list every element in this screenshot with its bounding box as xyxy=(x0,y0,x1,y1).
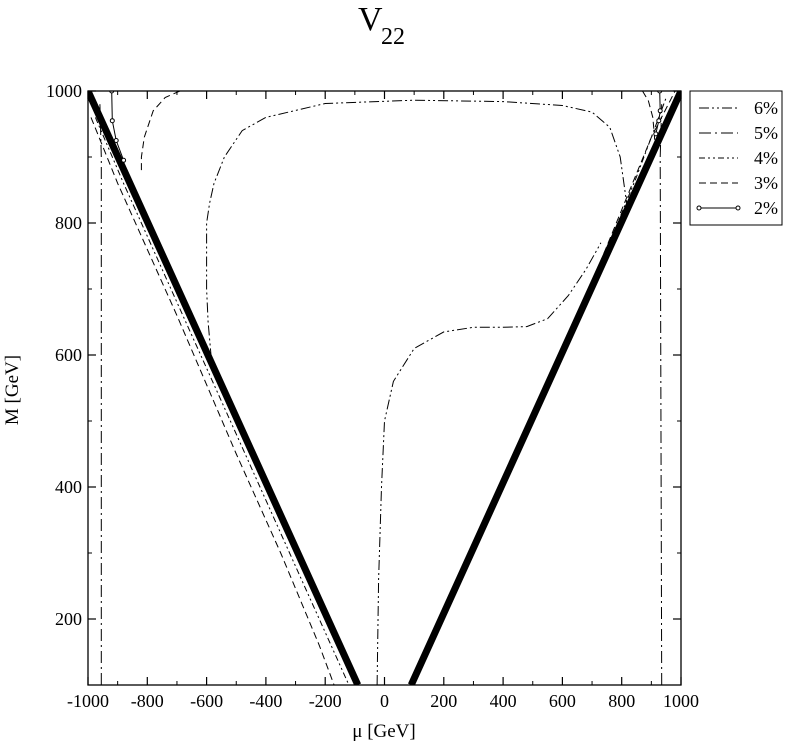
x-axis-title: μ [GeV] xyxy=(352,721,415,742)
axes: -1000 -800 -600 -400 -200 0 200 400 600 800 1000 20… xyxy=(46,81,699,711)
series-line-4% xyxy=(94,117,350,685)
plot-content xyxy=(88,91,681,685)
y-tick-label: 600 xyxy=(55,345,82,365)
series-line-6% xyxy=(376,242,602,685)
x-tick-label: 0 xyxy=(380,691,389,711)
x-tick-label: 400 xyxy=(490,691,517,711)
series-point-2% xyxy=(121,157,127,163)
y-tick-label: 800 xyxy=(55,213,82,233)
legend-label: 3% xyxy=(754,173,778,193)
x-tick-label: -200 xyxy=(309,691,342,711)
series-line-3% xyxy=(90,117,335,685)
x-tick-label: 800 xyxy=(608,691,635,711)
series-line-2% xyxy=(111,91,125,161)
series-point-2% xyxy=(113,138,119,143)
y-tick-label: 1000 xyxy=(46,81,82,101)
boundary-line xyxy=(408,91,681,685)
series-line-2% xyxy=(655,91,661,135)
legend-marker xyxy=(696,205,702,211)
legend-label: 5% xyxy=(754,123,778,143)
x-tick-label: -800 xyxy=(131,691,164,711)
legend-marker xyxy=(735,205,741,211)
x-tick-label: 600 xyxy=(549,691,576,711)
series-line-3% xyxy=(140,91,181,171)
series-point-2% xyxy=(109,118,115,124)
series-point-2% xyxy=(657,108,663,114)
chart-title-main: V xyxy=(358,1,383,38)
legend: 6% 5% 4% 3% 2% xyxy=(689,90,783,226)
series-point-2% xyxy=(656,118,662,124)
series-line-5% xyxy=(99,104,102,685)
series-line-3% xyxy=(642,91,656,144)
y-axis-title: M [GeV] xyxy=(2,355,23,425)
series-line-3% xyxy=(409,91,676,685)
x-tick-label: 200 xyxy=(430,691,457,711)
x-tick-label: -1000 xyxy=(67,691,109,711)
legend-label: 2% xyxy=(754,198,778,218)
legend-label: 4% xyxy=(754,148,778,168)
x-tick-label: 1000 xyxy=(663,691,699,711)
chart-title: V 22 xyxy=(358,1,405,50)
legend-label: 6% xyxy=(754,98,778,118)
series-line-5% xyxy=(659,104,663,685)
plot-frame xyxy=(87,90,682,686)
x-tick-label: -600 xyxy=(190,691,223,711)
series-point-2% xyxy=(653,131,659,137)
x-tick-label: -400 xyxy=(249,691,282,711)
boundary-line xyxy=(88,91,361,685)
legend-box xyxy=(689,90,783,226)
series-line-6% xyxy=(206,99,629,356)
y-tick-label: 400 xyxy=(55,477,82,497)
chart-title-subscript: 22 xyxy=(381,24,405,50)
y-tick-label: 200 xyxy=(55,609,82,629)
